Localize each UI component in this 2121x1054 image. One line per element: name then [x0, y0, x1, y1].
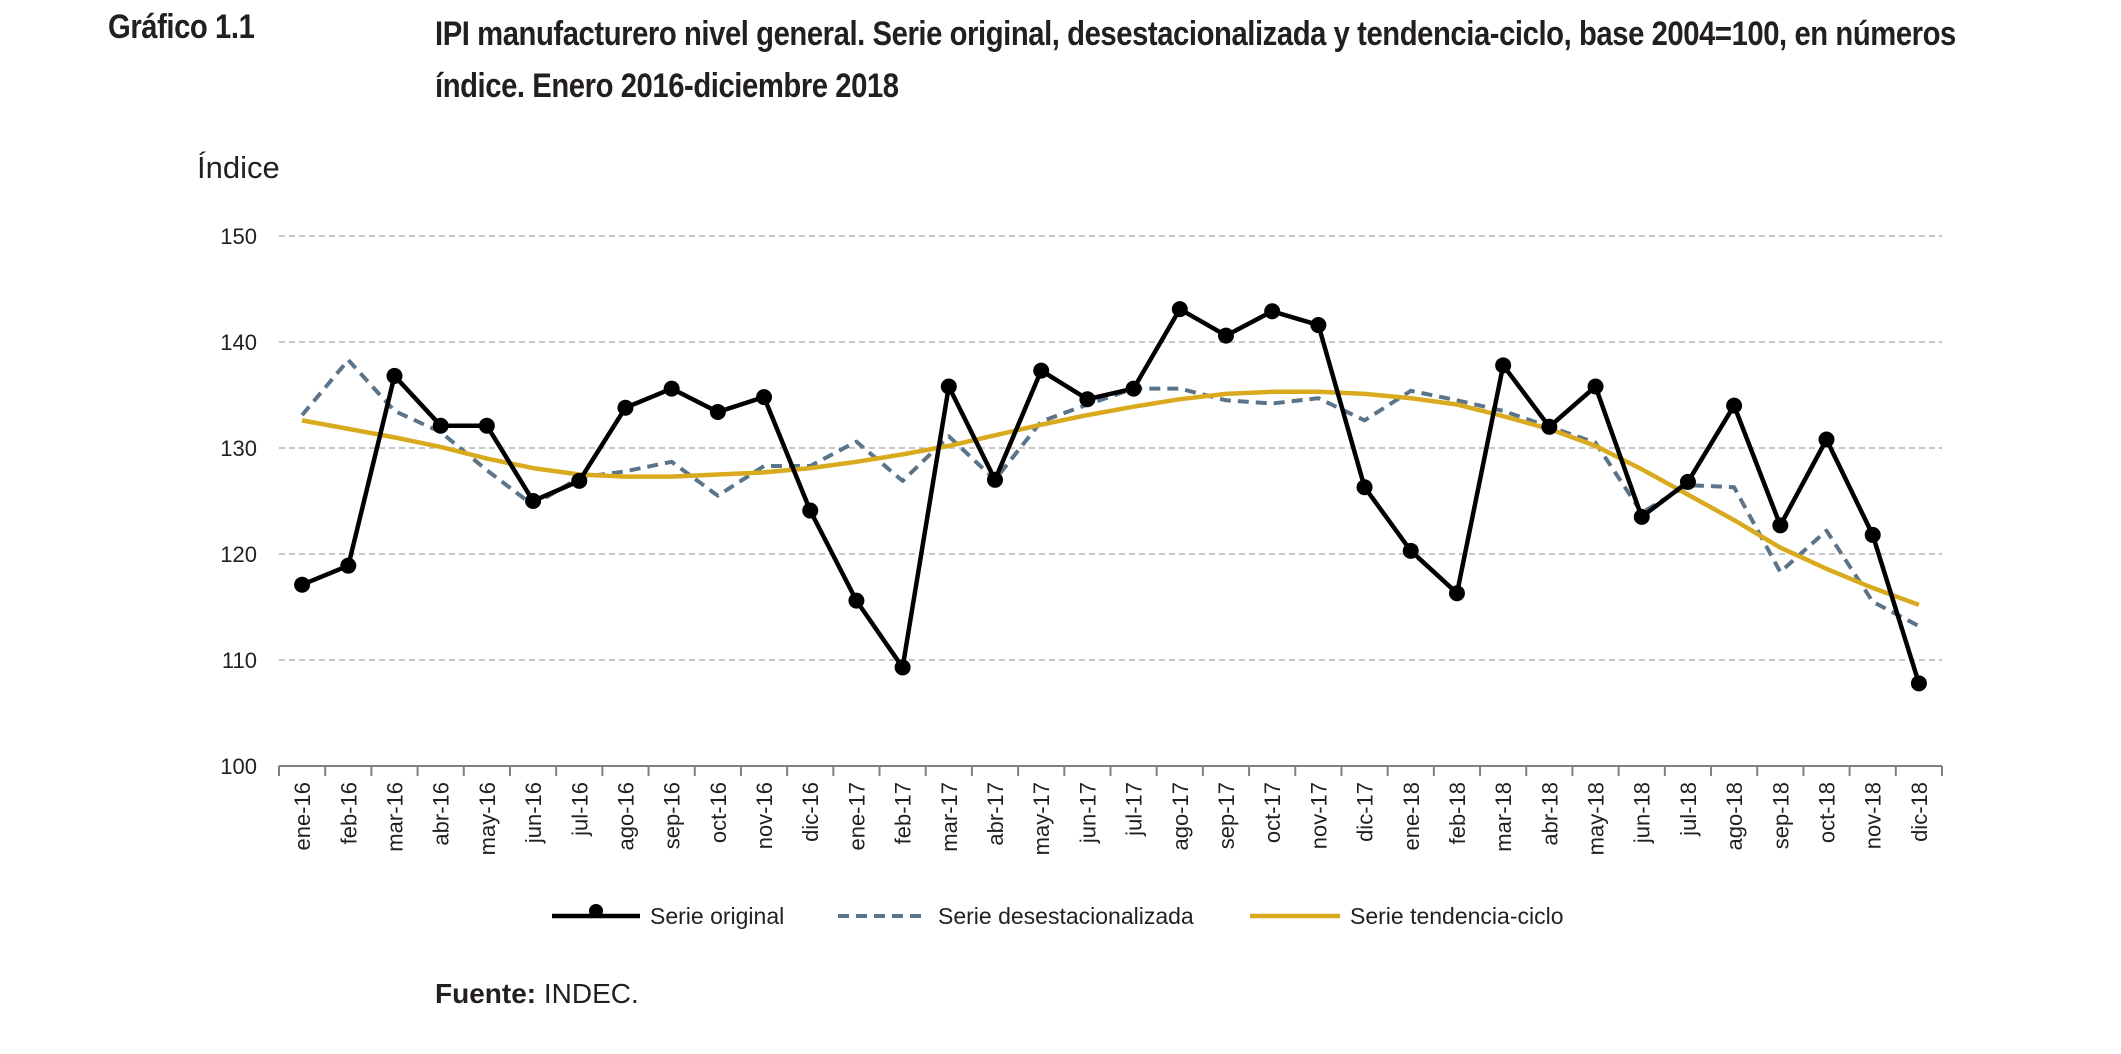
data-point — [1679, 473, 1696, 490]
source-text: INDEC. — [536, 978, 639, 1009]
data-point — [1171, 301, 1188, 318]
data-point — [1633, 508, 1650, 525]
data-point — [1587, 378, 1604, 395]
x-tick-label: jul-18 — [1676, 782, 1701, 837]
x-tick-label: oct-18 — [1815, 782, 1840, 843]
x-tick-label: feb-17 — [891, 782, 916, 844]
x-tick-label: abr-17 — [983, 782, 1008, 846]
series-group — [294, 301, 1927, 692]
x-tick-label: sep-16 — [660, 782, 685, 849]
series-line-0 — [301, 306, 1922, 684]
data-point — [525, 493, 542, 509]
legend-label: Serie desestacionalizada — [938, 903, 1194, 929]
data-point — [1310, 317, 1327, 334]
data-point — [709, 403, 726, 420]
y-tick-label: 110 — [222, 648, 257, 673]
x-tick-label: ene-16 — [290, 782, 315, 851]
data-point — [1356, 479, 1373, 496]
data-point — [478, 417, 495, 434]
x-tick-label: jul-16 — [567, 782, 592, 837]
data-point — [1033, 362, 1050, 379]
data-point — [848, 592, 865, 609]
data-point — [571, 472, 588, 489]
data-point — [1864, 526, 1881, 543]
figure-title: IPI manufacturero nivel general. Serie o… — [435, 15, 1956, 105]
x-tick-label: dic-18 — [1907, 782, 1932, 842]
series-line-1 — [300, 358, 1920, 628]
x-tick-label: may-18 — [1584, 782, 1609, 855]
x-tick-label: mar-18 — [1491, 782, 1516, 852]
y-tick-label: 100 — [220, 754, 257, 779]
data-point — [940, 378, 957, 395]
legend: Serie original Serie desestacionalizada Se… — [552, 903, 1564, 929]
figure-label: Gráfico 1.1 — [108, 8, 255, 46]
data-point — [340, 557, 357, 574]
data-point — [894, 659, 911, 676]
data-point — [1726, 397, 1743, 414]
data-point — [802, 502, 819, 519]
data-point — [1217, 327, 1234, 344]
data-point — [617, 399, 634, 416]
data-point — [1541, 418, 1558, 435]
x-tick-label: nov-16 — [752, 782, 777, 849]
data-point — [1079, 391, 1096, 408]
y-tick-label: 140 — [220, 330, 257, 355]
data-point — [1772, 517, 1789, 534]
x-tick-label: nov-18 — [1861, 782, 1886, 849]
y-tick-label: 150 — [220, 224, 257, 249]
x-tick-label: jun-18 — [1630, 782, 1655, 844]
source-label: Fuente: — [435, 978, 537, 1009]
x-tick-label: ago-17 — [1168, 782, 1193, 851]
x-tick-label: ene-17 — [844, 782, 869, 851]
x-tick-label: mar-17 — [937, 782, 962, 852]
x-tick-label: dic-16 — [798, 782, 823, 842]
data-point — [294, 576, 311, 593]
x-tick-label: ene-18 — [1399, 782, 1424, 851]
source-note: Fuente: INDEC. — [435, 978, 639, 1010]
data-point — [1910, 675, 1927, 692]
x-tick-label: nov-17 — [1306, 782, 1331, 849]
x-tick-label: abr-18 — [1537, 782, 1562, 846]
data-point — [987, 471, 1004, 488]
y-tick-label: 120 — [220, 542, 257, 567]
x-tick-label: may-16 — [475, 782, 500, 855]
x-tick-label: sep-17 — [1214, 782, 1239, 849]
x-tick-label: oct-17 — [1260, 782, 1285, 843]
data-point — [663, 380, 680, 397]
series-line-2 — [301, 389, 1920, 608]
x-tick-label: dic-17 — [1353, 782, 1378, 842]
data-point — [432, 417, 449, 434]
x-tick-label: may-17 — [1029, 782, 1054, 855]
data-point — [1402, 542, 1419, 559]
x-tick-label: feb-16 — [336, 782, 361, 844]
data-point — [386, 367, 403, 384]
data-point — [1495, 357, 1512, 374]
y-tick-label: 130 — [220, 436, 257, 461]
legend-label: Serie tendencia-ciclo — [1350, 903, 1564, 929]
data-point — [1125, 380, 1142, 397]
data-point — [1818, 431, 1835, 448]
data-point — [1264, 303, 1281, 320]
gridlines — [279, 235, 1942, 661]
x-axis: ene-16 feb-16 mar-16 abr-16 may-16 jun-16 jul-… — [278, 765, 1943, 855]
legend-label: Serie original — [650, 903, 784, 929]
y-axis-label: Índice — [197, 150, 280, 185]
x-tick-label: jun-17 — [1075, 782, 1100, 844]
x-tick-label: jul-17 — [1122, 782, 1147, 837]
x-tick-label: abr-16 — [429, 782, 454, 846]
x-tick-label: jun-16 — [521, 782, 546, 844]
y-axis-ticks: 100 110 120 130 140 150 — [220, 224, 257, 779]
data-point — [756, 389, 773, 406]
data-point — [1448, 585, 1465, 602]
x-tick-label: mar-16 — [382, 782, 407, 852]
legend-marker — [589, 904, 603, 918]
x-tick-label: ago-16 — [613, 782, 638, 851]
x-tick-label: sep-18 — [1768, 782, 1793, 849]
x-tick-label: ago-18 — [1722, 782, 1747, 851]
x-tick-label: feb-18 — [1445, 782, 1470, 844]
x-tick-label: oct-16 — [706, 782, 731, 843]
